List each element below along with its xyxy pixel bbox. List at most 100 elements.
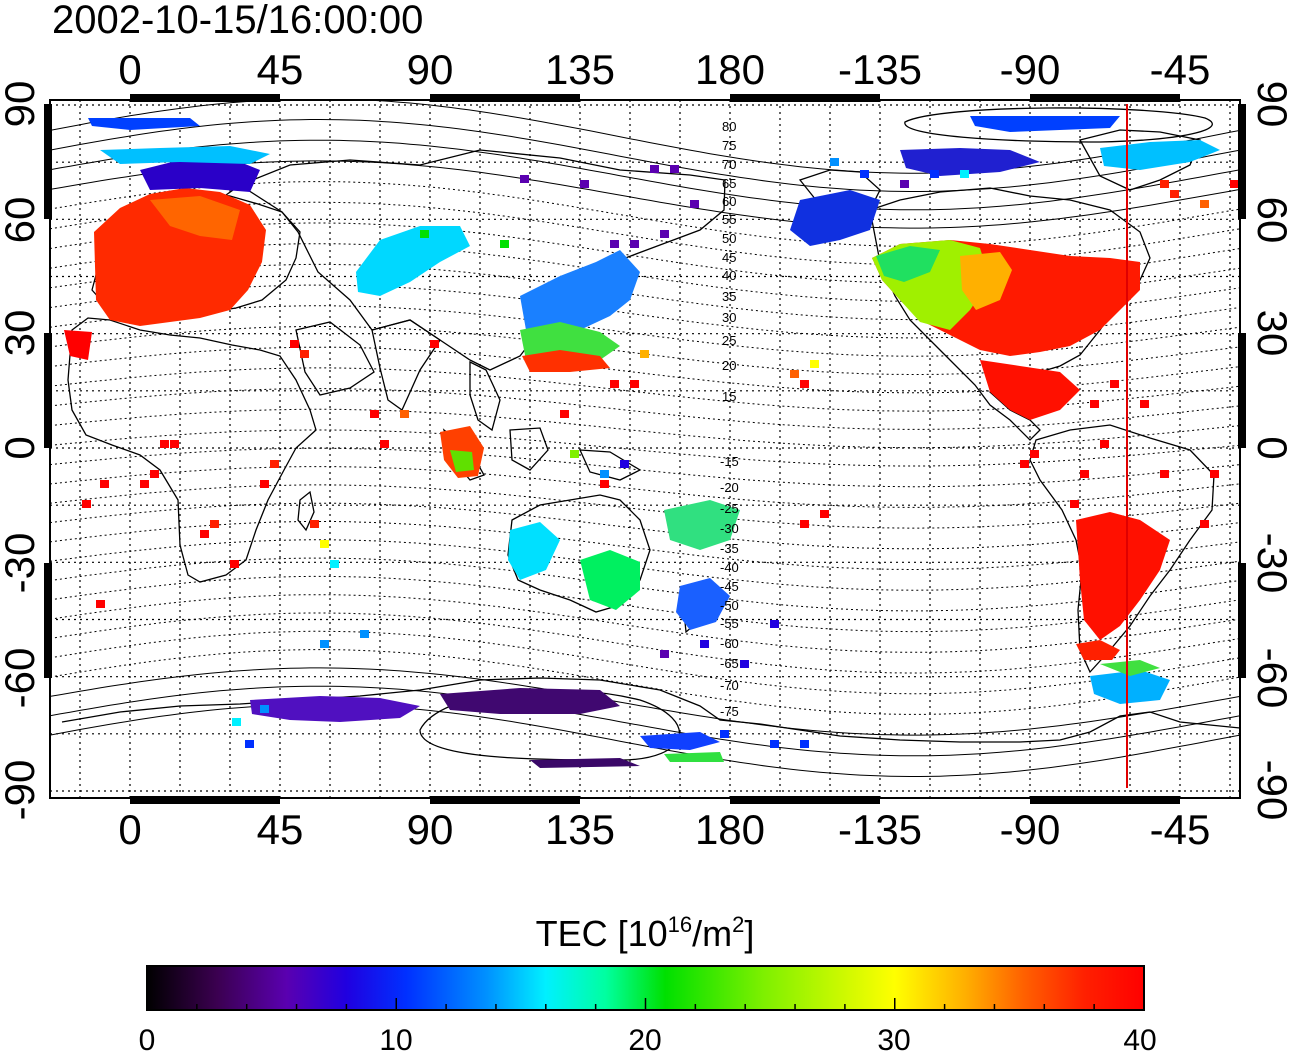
tec-pixel xyxy=(860,170,869,178)
tec-observations xyxy=(64,116,1220,768)
frame-bar-left xyxy=(44,333,52,448)
tec-pixel xyxy=(140,480,149,488)
tec-pixel xyxy=(610,240,619,248)
tec-patch-canada-north xyxy=(900,148,1040,176)
tec-pixel xyxy=(310,520,319,528)
colorbar-tick-label: 30 xyxy=(877,1024,910,1057)
tec-pixel xyxy=(430,340,439,348)
tec-pixel xyxy=(1210,470,1219,478)
tec-scatter-pixels xyxy=(82,158,1239,748)
tec-pixel xyxy=(1160,470,1169,478)
left-lat-label: 60 xyxy=(0,197,43,244)
frame-bar-left xyxy=(44,563,52,678)
mlat-label: -60 xyxy=(720,636,739,651)
tec-patch-nafrica xyxy=(64,330,92,360)
left-lat-label: 0 xyxy=(0,436,43,459)
coastline-arabia xyxy=(295,321,375,396)
mlat-contour xyxy=(50,119,1240,192)
tec-pixel xyxy=(600,470,609,478)
coastline-greenland xyxy=(1079,129,1201,191)
mlat-label: -45 xyxy=(720,579,739,594)
coastline-africa xyxy=(67,317,317,583)
mlat-label: 25 xyxy=(722,333,736,348)
mlat-label: -40 xyxy=(720,560,739,575)
tec-pixel xyxy=(1020,460,1029,468)
tec-pixel xyxy=(245,740,254,748)
tec-pixel xyxy=(660,230,669,238)
tec-pixel xyxy=(1200,200,1209,208)
tec-pixel xyxy=(770,740,779,748)
top-lon-axis: 0 45 90 135 180 -135 -90 -45 xyxy=(118,46,1210,93)
colorbar-title-sup1: 16 xyxy=(668,912,692,937)
right-lat-label: 30 xyxy=(1249,310,1292,357)
bottom-lon-label: 45 xyxy=(257,806,304,853)
tec-pixel xyxy=(260,480,269,488)
coastline-new-guinea xyxy=(578,449,642,481)
mlat-label: -55 xyxy=(720,616,739,631)
tec-pixel xyxy=(610,380,619,388)
mlat-label: -15 xyxy=(720,454,739,469)
mlat-label: 20 xyxy=(722,358,736,373)
tec-pixel xyxy=(160,440,169,448)
top-lon-label: -135 xyxy=(838,46,922,93)
tec-pixel xyxy=(560,410,569,418)
tec-patch-central-asia xyxy=(356,226,470,296)
tec-pixel xyxy=(260,705,269,713)
right-lat-label: 90 xyxy=(1249,81,1292,128)
tec-pixel xyxy=(630,240,639,248)
mlat-label: -35 xyxy=(720,541,739,556)
mlat-contour xyxy=(50,521,1240,570)
tec-patch-australia-west xyxy=(508,522,560,580)
mlat-label: 50 xyxy=(722,231,736,246)
mlat-contour xyxy=(50,575,1240,633)
frame-bar-right xyxy=(1238,333,1246,448)
frame-bar-right xyxy=(1238,104,1246,219)
tec-pixel xyxy=(1200,520,1209,528)
tec-pixel xyxy=(1160,180,1169,188)
right-lat-axis: 90 60 30 0 -30 -60 -90 xyxy=(1249,81,1292,821)
mlat-label: -75 xyxy=(720,704,739,719)
tec-pixel xyxy=(960,170,969,178)
tec-pixel xyxy=(720,730,729,738)
mlat-label: 75 xyxy=(722,138,736,153)
left-lat-label: 90 xyxy=(0,81,43,128)
tec-pixel xyxy=(640,350,649,358)
tec-patch-nz xyxy=(676,578,730,630)
tec-pixel xyxy=(230,560,239,568)
frame-bar-top xyxy=(430,94,580,102)
tec-pixel xyxy=(96,600,105,608)
top-lon-label: 45 xyxy=(257,46,304,93)
tec-pixel xyxy=(620,460,629,468)
left-lat-label: 30 xyxy=(0,310,43,357)
tec-pixel xyxy=(400,410,409,418)
tec-pixel xyxy=(330,560,339,568)
tec-pixel xyxy=(800,740,809,748)
tec-pixel xyxy=(740,660,749,668)
coastline-se-asia xyxy=(469,360,501,432)
frame-tick-bars xyxy=(44,94,1246,804)
tec-pixel xyxy=(820,510,829,518)
top-lon-label: -45 xyxy=(1150,46,1211,93)
colorbar-title-end: ] xyxy=(744,913,754,954)
colorbar-tick-label: 0 xyxy=(139,1024,156,1057)
coastline-arctic-ellipse xyxy=(904,107,1213,143)
mlat-labels-south: -15 -20 -25 -30 -35 -40 -45 -50 -55 -60 … xyxy=(720,454,739,719)
tec-pixel xyxy=(320,540,329,548)
frame-bar-right xyxy=(1238,563,1246,678)
tec-patch-central-america xyxy=(980,360,1080,420)
mlat-label: 60 xyxy=(722,194,736,209)
mlat-contour xyxy=(50,557,1240,612)
top-lon-label: 90 xyxy=(407,46,454,93)
tec-pixel xyxy=(650,165,659,173)
colorbar-title: TEC [1016/m2] xyxy=(536,912,755,954)
tec-pixel xyxy=(1110,380,1119,388)
tec-patch-scandinavia xyxy=(140,158,260,192)
frame-bar-bottom xyxy=(130,796,280,804)
mlat-contour xyxy=(50,539,1240,591)
tec-pixel xyxy=(100,480,109,488)
mlat-contour xyxy=(50,484,1240,529)
tec-pixel xyxy=(360,630,369,638)
tec-pixel xyxy=(1230,180,1239,188)
tec-pixel xyxy=(150,470,159,478)
tec-pixel xyxy=(420,230,429,238)
